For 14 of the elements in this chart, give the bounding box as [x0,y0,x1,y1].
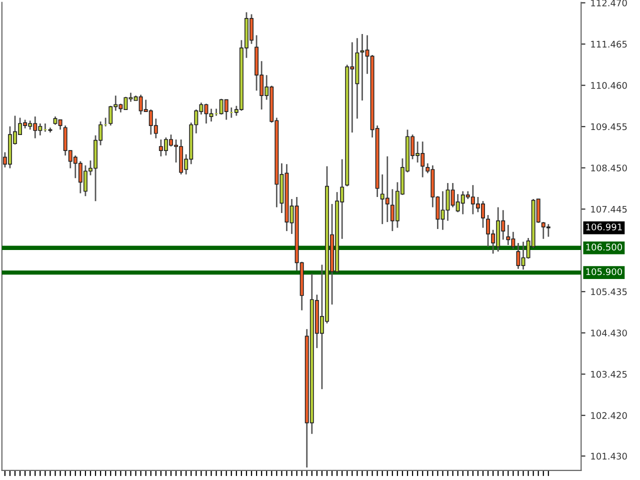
y-tick-label: 105.435 [591,288,627,296]
ref-line-label: 106.500 [586,244,622,251]
y-tick-label: 107.445 [591,206,627,213]
ref-line-label: 105.900 [586,268,622,276]
y-tick-label: 111.465 [591,40,627,48]
y-tick-label: 101.430 [591,452,627,460]
y-tick-label: 104.430 [591,330,627,336]
y-tick-label: 102.420 [591,412,627,419]
y-tick-label: 112.470 [591,0,627,6]
y-tick-label: 109.455 [591,123,627,130]
y-tick-label: 103.425 [591,370,627,378]
y-tick-label: 110.460 [591,82,627,89]
text: 106.991 [586,224,622,230]
y-tick-label: 108.450 [591,164,627,172]
